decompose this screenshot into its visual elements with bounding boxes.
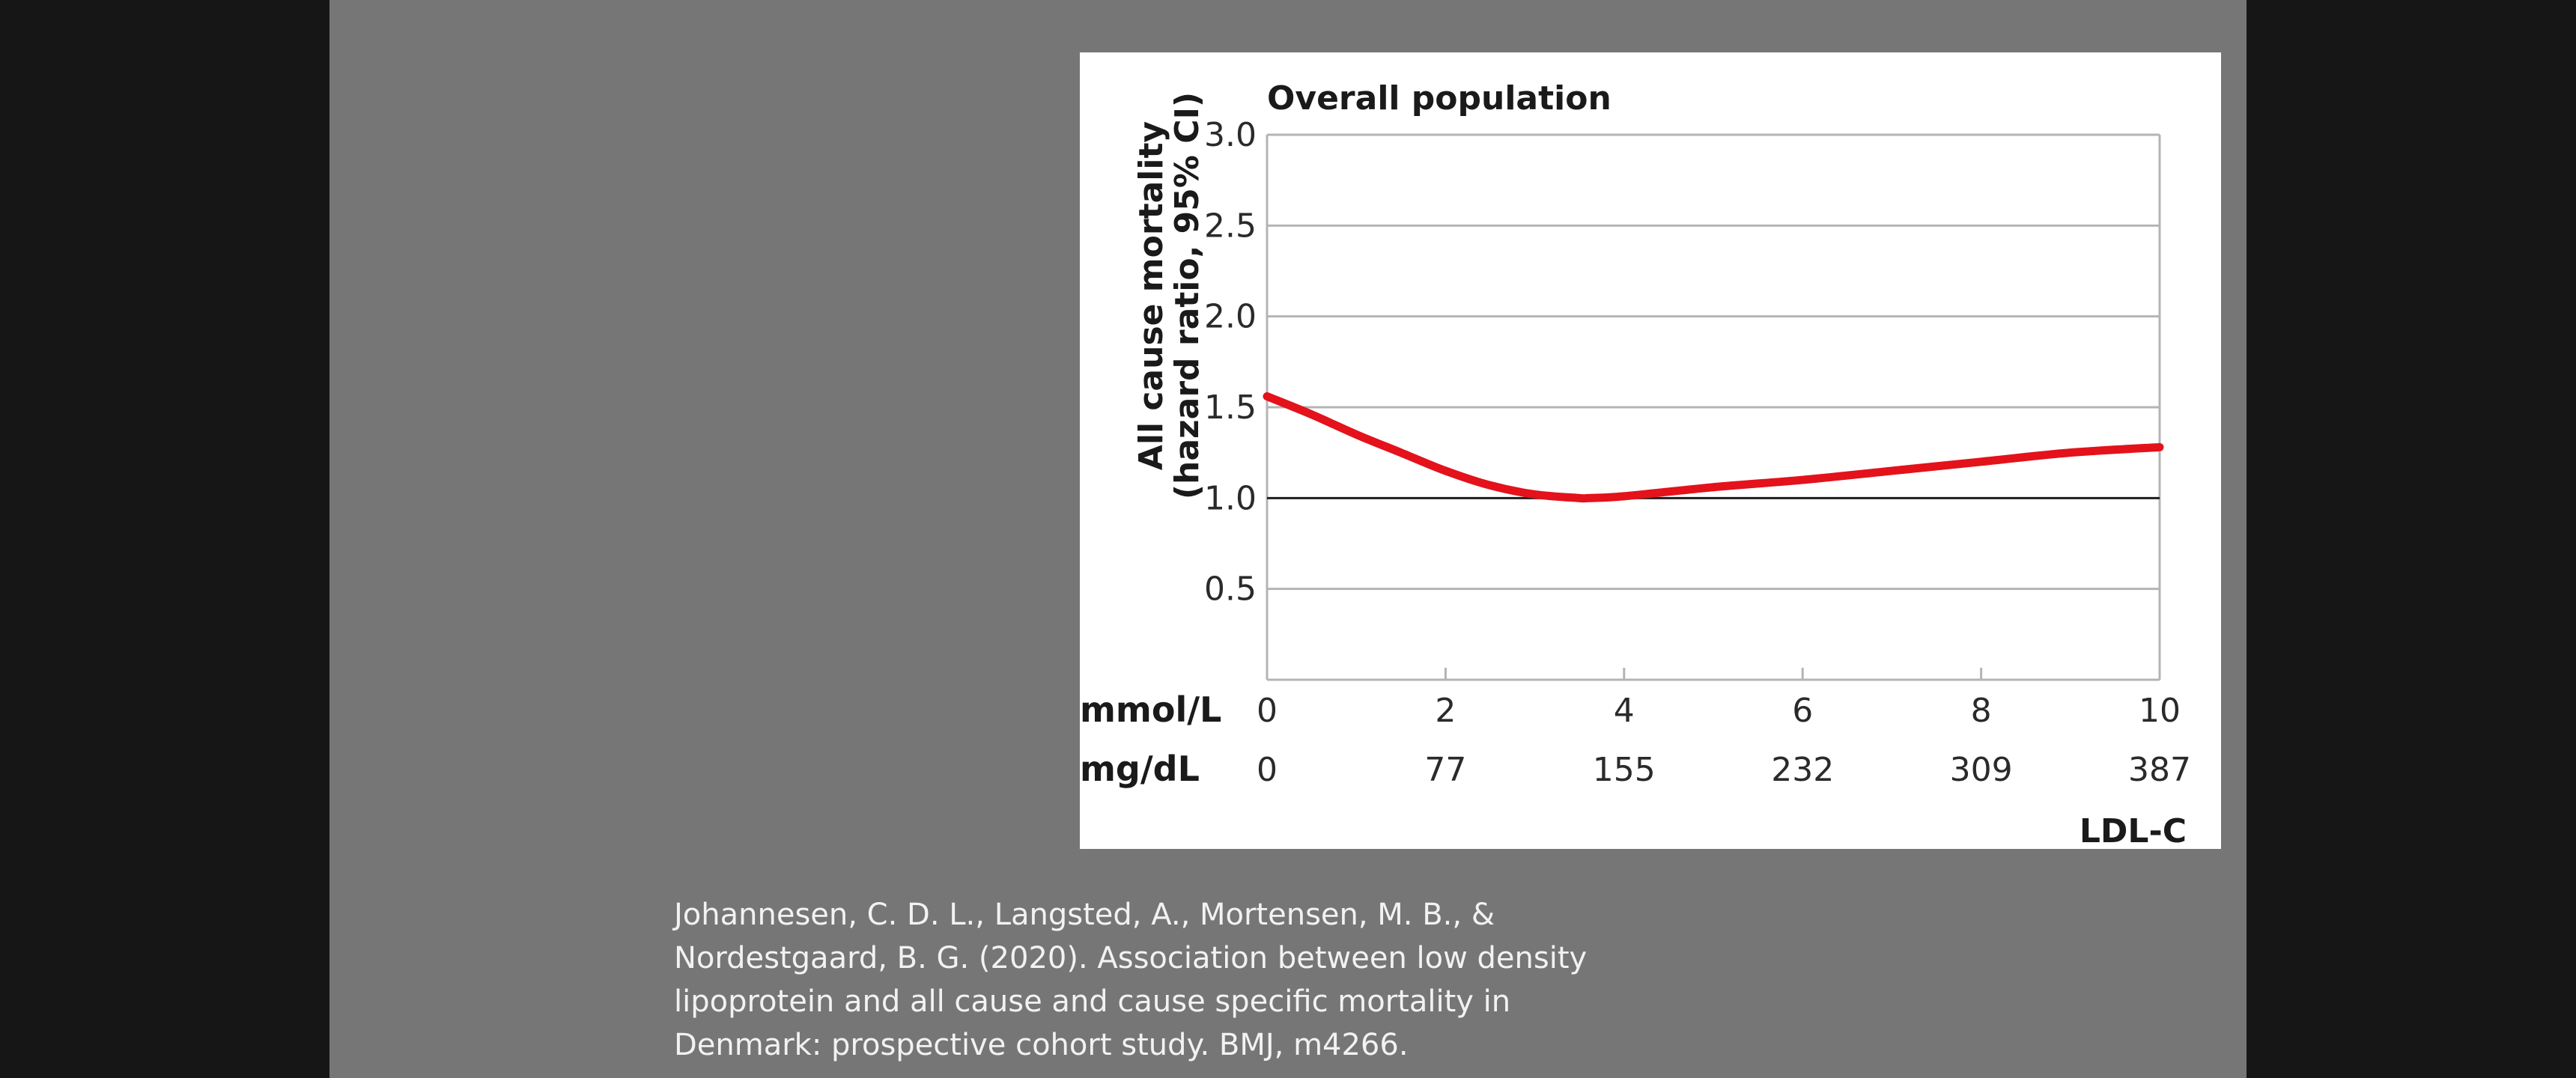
x-tick-label-mmol-8: 8 xyxy=(1971,692,1992,730)
y-tick-label-0.5: 0.5 xyxy=(1204,570,1257,609)
x-tick-label-mgdl-309: 309 xyxy=(1950,751,2013,789)
citation-line-2: Nordestgaard, B. G. (2020). Association … xyxy=(674,941,1588,975)
x-tick-label-mmol-2: 2 xyxy=(1435,692,1456,730)
x-axis-title: LDL-C xyxy=(2080,812,2187,849)
x-tick-marks xyxy=(1266,668,2161,680)
series-line-0 xyxy=(1263,392,2164,503)
x-unit-primary: mmol/L xyxy=(1080,689,1221,730)
y-axis-title-line-2: (hazard ratio, 95% CI) xyxy=(1168,92,1206,499)
series-layer xyxy=(1263,392,2164,503)
chart-figure: Overall population All cause mortality (… xyxy=(1080,52,2221,849)
x-tick-label-mgdl-387: 387 xyxy=(2128,751,2191,789)
y-tick-label-1.0: 1.0 xyxy=(1204,479,1257,517)
grid-layer xyxy=(1266,133,2161,681)
line-chart: Overall population All cause mortality (… xyxy=(1080,79,2191,849)
slide-background: Overall population All cause mortality (… xyxy=(329,0,2247,1078)
y-tick-label-3.0: 3.0 xyxy=(1204,116,1257,154)
citation-line-4: Denmark: prospective cohort study. BMJ, … xyxy=(674,1028,1409,1062)
x-unit-secondary: mg/dL xyxy=(1080,749,1200,789)
x-tick-label-mgdl-232: 232 xyxy=(1771,751,1834,789)
x-tick-label-mgdl-155: 155 xyxy=(1593,751,1656,789)
x-tick-labels-mgdl: 0 77 155 232 309 387 xyxy=(1257,751,2191,789)
x-tick-label-mmol-4: 4 xyxy=(1614,692,1635,730)
x-tick-label-mgdl-77: 77 xyxy=(1424,751,1466,789)
y-axis-title-line-1: All cause mortality xyxy=(1132,121,1170,470)
y-tick-label-2.0: 2.0 xyxy=(1204,298,1257,336)
x-tick-label-mgdl-0: 0 xyxy=(1257,751,1278,789)
y-tick-labels: 0.5 1.0 1.5 2.0 2.5 3.0 xyxy=(1204,116,1257,609)
x-tick-label-mmol-10: 10 xyxy=(2139,692,2181,730)
citation-line-1: Johannesen, C. D. L., Langsted, A., Mort… xyxy=(674,898,1495,932)
y-tick-label-2.5: 2.5 xyxy=(1204,207,1257,245)
citation-line-3: lipoprotein and all cause and cause spec… xyxy=(674,984,1511,1019)
x-tick-labels-mmol: 0 2 4 6 8 10 xyxy=(1257,692,2181,730)
chart-title: Overall population xyxy=(1267,79,1611,118)
x-tick-label-mmol-6: 6 xyxy=(1792,692,1813,730)
x-tick-label-mmol-0: 0 xyxy=(1257,692,1278,730)
y-axis-title: All cause mortality (hazard ratio, 95% C… xyxy=(1132,92,1206,499)
citation: Johannesen, C. D. L., Langsted, A., Mort… xyxy=(674,893,1647,1067)
y-tick-label-1.5: 1.5 xyxy=(1204,389,1257,427)
